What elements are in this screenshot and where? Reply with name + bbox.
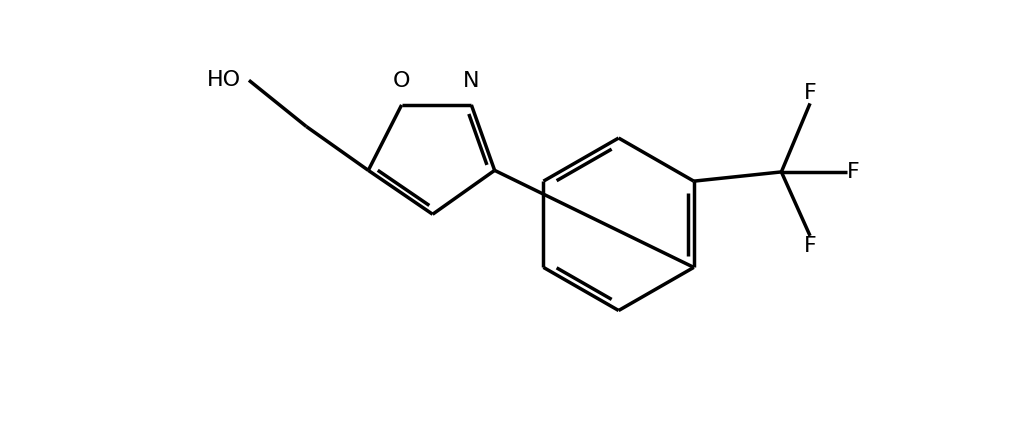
Text: HO: HO [207, 70, 241, 90]
Text: N: N [463, 71, 479, 91]
Text: O: O [392, 71, 410, 91]
Text: F: F [803, 83, 816, 103]
Text: F: F [803, 236, 816, 256]
Text: F: F [846, 162, 859, 182]
